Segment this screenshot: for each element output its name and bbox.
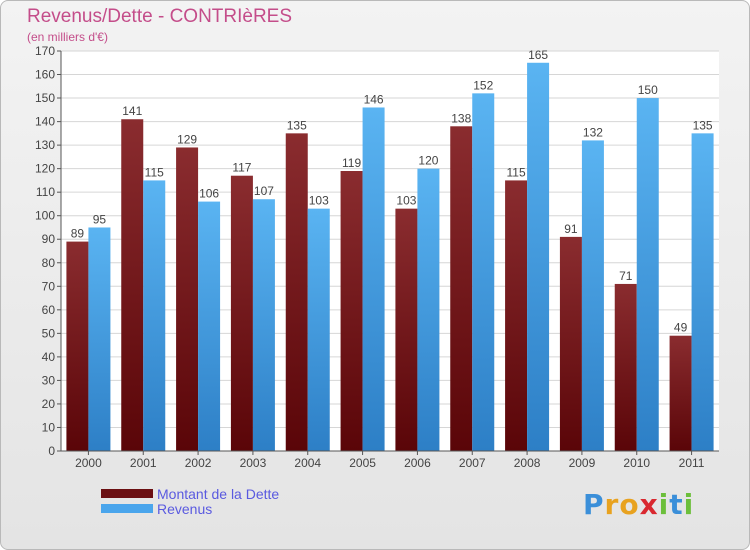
bar-debt [285,133,308,451]
data-label-debt: 103 [396,194,416,208]
proxiti-logo: Proxiti [583,488,694,521]
data-label-revenus: 150 [638,83,658,97]
bar-debt [450,126,473,451]
data-label-debt: 117 [232,161,251,175]
logo-letter-5: t [669,488,684,521]
x-tick-label: 2002 [185,456,212,470]
data-label-debt: 49 [674,321,688,335]
bar-debt [559,236,582,451]
y-tick-label: 140 [35,115,55,129]
y-tick-label: 0 [48,444,55,458]
y-tick-label: 100 [35,209,55,223]
data-label-debt: 71 [619,269,633,283]
bar-revenus [527,62,550,451]
y-tick-label: 130 [35,138,55,152]
bar-revenus [88,227,111,451]
bar-debt [614,283,637,451]
bar-debt [395,208,418,451]
data-label-revenus: 120 [418,154,438,168]
bar-revenus [307,208,330,451]
bar-revenus [143,180,166,452]
logo-letter-3: x [639,488,659,521]
legend-label-revenus: Revenus [157,501,213,517]
data-label-revenus: 135 [693,118,713,132]
legend-label-debt: Montant de la Dette [157,486,280,502]
bar-debt [505,180,528,452]
bar-debt [176,147,199,451]
data-label-debt: 91 [564,222,578,236]
bar-revenus [691,133,714,451]
x-tick-label: 2001 [130,456,157,470]
bar-debt [669,335,692,451]
y-tick-label: 20 [42,397,56,411]
data-label-revenus: 107 [254,184,274,198]
logo-letter-0: P [583,488,605,521]
x-tick-label: 2000 [75,456,102,470]
bar-revenus [472,93,495,452]
data-label-debt: 89 [71,227,85,241]
y-tick-label: 60 [42,303,56,317]
bar-revenus [252,199,275,451]
y-tick-label: 120 [35,162,55,176]
y-tick-label: 90 [42,232,56,246]
x-tick-label: 2011 [679,456,705,470]
data-label-debt: 141 [122,104,142,118]
bar-debt [121,119,144,451]
bar-revenus [581,140,604,452]
data-label-revenus: 146 [364,92,384,106]
y-tick-label: 80 [42,256,56,270]
bar-debt [66,241,89,451]
x-tick-label: 2007 [459,456,486,470]
y-tick-label: 150 [35,91,55,105]
data-label-debt: 119 [342,156,361,170]
y-tick-label: 50 [42,326,56,340]
x-tick-label: 2008 [514,456,541,470]
data-label-debt: 129 [177,132,197,146]
y-tick-label: 40 [42,350,56,364]
y-tick-label: 160 [35,68,55,82]
logo-letter-6: i [683,488,695,521]
data-label-debt: 138 [451,111,471,125]
x-tick-label: 2006 [404,456,431,470]
data-label-revenus: 115 [145,165,164,179]
data-label-revenus: 95 [93,212,107,226]
y-tick-label: 110 [36,185,55,199]
x-tick-label: 2003 [240,456,267,470]
bar-revenus [417,168,440,451]
legend-swatch-debt [101,489,153,498]
data-label-revenus: 106 [199,187,219,201]
legend-swatch-revenus [101,504,153,513]
logo-letter-2: o [619,488,640,521]
chart-title: Revenus/Dette - CONTRIèRES [27,6,293,27]
data-label-revenus: 152 [473,78,493,92]
bar-revenus [362,107,385,452]
x-tick-label: 2010 [623,456,650,470]
x-tick-label: 2004 [294,456,321,470]
bar-revenus [636,98,659,451]
data-label-revenus: 103 [309,194,329,208]
plot-area [61,51,719,451]
data-label-debt: 135 [287,118,307,132]
bar-debt [230,175,253,452]
data-label-revenus: 165 [528,48,548,62]
y-tick-label: 10 [42,420,56,434]
data-label-debt: 115 [507,165,526,179]
y-tick-label: 70 [42,279,56,293]
logo-letter-4: i [658,488,670,521]
chart-subtitle: (en milliers d'€) [27,30,108,44]
x-tick-label: 2009 [569,456,596,470]
logo-letter-1: r [604,488,620,521]
bar-revenus [198,201,221,451]
y-tick-label: 170 [35,44,55,58]
bar-debt [340,171,363,451]
x-tick-label: 2005 [349,456,376,470]
y-tick-label: 30 [42,373,56,387]
data-label-revenus: 132 [583,125,603,139]
